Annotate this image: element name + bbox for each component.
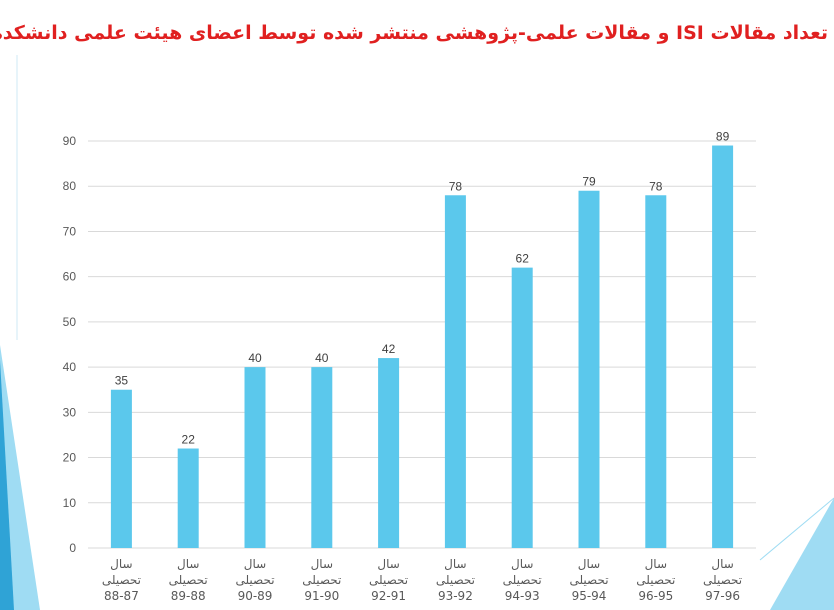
data-label: 35 [115,374,129,388]
bar [244,367,266,548]
decorative-line-right [759,497,834,561]
y-tick-label: 10 [63,496,77,510]
data-label: 22 [182,433,196,447]
data-label: 40 [315,351,329,365]
x-tick-label: تحصیلی [102,573,141,587]
x-tick-label: تحصیلی [369,573,408,587]
x-tick-label: 88-87 [104,589,139,603]
x-tick-label: سال [244,557,266,571]
x-tick-label: 93-92 [438,589,473,603]
x-tick-label: 90-89 [238,589,273,603]
plot-area: 0 10 20 30 40 50 60 70 80 90 35 سال تحصیلی 88-87 22 سال… [63,130,756,603]
x-tick-label: سال [711,557,733,571]
data-label: 78 [649,179,663,193]
x-tick-label: تحصیلی [503,573,542,587]
y-tick-label: 30 [63,405,77,419]
data-label: 78 [449,179,463,193]
data-label: 40 [248,351,262,365]
x-tick-label: سال [377,557,399,571]
bar [712,145,734,548]
x-tick-label: 95-94 [572,589,607,603]
y-tick-label: 0 [69,541,76,555]
x-tick-label: سال [645,557,667,571]
x-tick-label: 94-93 [505,589,540,603]
y-tick-label: 60 [63,270,77,284]
y-tick-label: 70 [63,224,77,238]
decorative-accent-right [770,498,834,610]
x-tick-label: 97-96 [705,589,740,603]
y-tick-label: 80 [63,179,77,193]
x-tick-label: تحصیلی [436,573,475,587]
y-tick-label: 50 [63,315,77,329]
x-tick-label: سال [311,557,333,571]
x-tick-label: سال [578,557,600,571]
data-label: 79 [582,175,596,189]
y-tick-label: 20 [63,451,77,465]
data-label: 42 [382,342,396,356]
x-tick-label: سال [110,557,132,571]
x-tick-label: 91-90 [304,589,339,603]
x-tick-label: تحصیلی [169,573,208,587]
bar [110,389,132,548]
bar [645,195,667,548]
bar [378,358,400,548]
x-tick-label: سال [511,557,533,571]
x-tick-label: تحصیلی [569,573,608,587]
bar [311,367,333,548]
y-tick-label: 40 [63,360,77,374]
data-label: 89 [716,130,730,144]
bar [578,190,600,548]
x-tick-label: تحصیلی [302,573,341,587]
x-tick-label: 89-88 [171,589,206,603]
x-tick-label: 92-91 [371,589,406,603]
bar [511,267,533,548]
x-tick-label: تحصیلی [636,573,675,587]
x-tick-label: تحصیلی [235,573,274,587]
x-tick-label: تحصیلی [703,573,742,587]
x-tick-label: سال [177,557,199,571]
x-tick-label: 96-95 [638,589,673,603]
data-label: 62 [516,252,530,266]
decorative-accent-left-dark [0,360,14,610]
bar [444,195,466,548]
x-tick-label: سال [444,557,466,571]
y-tick-label: 90 [63,134,77,148]
bar [177,448,199,548]
chart-title: تعداد مقالات ISI و مقالات علمی-پژوهشی من… [0,22,828,44]
